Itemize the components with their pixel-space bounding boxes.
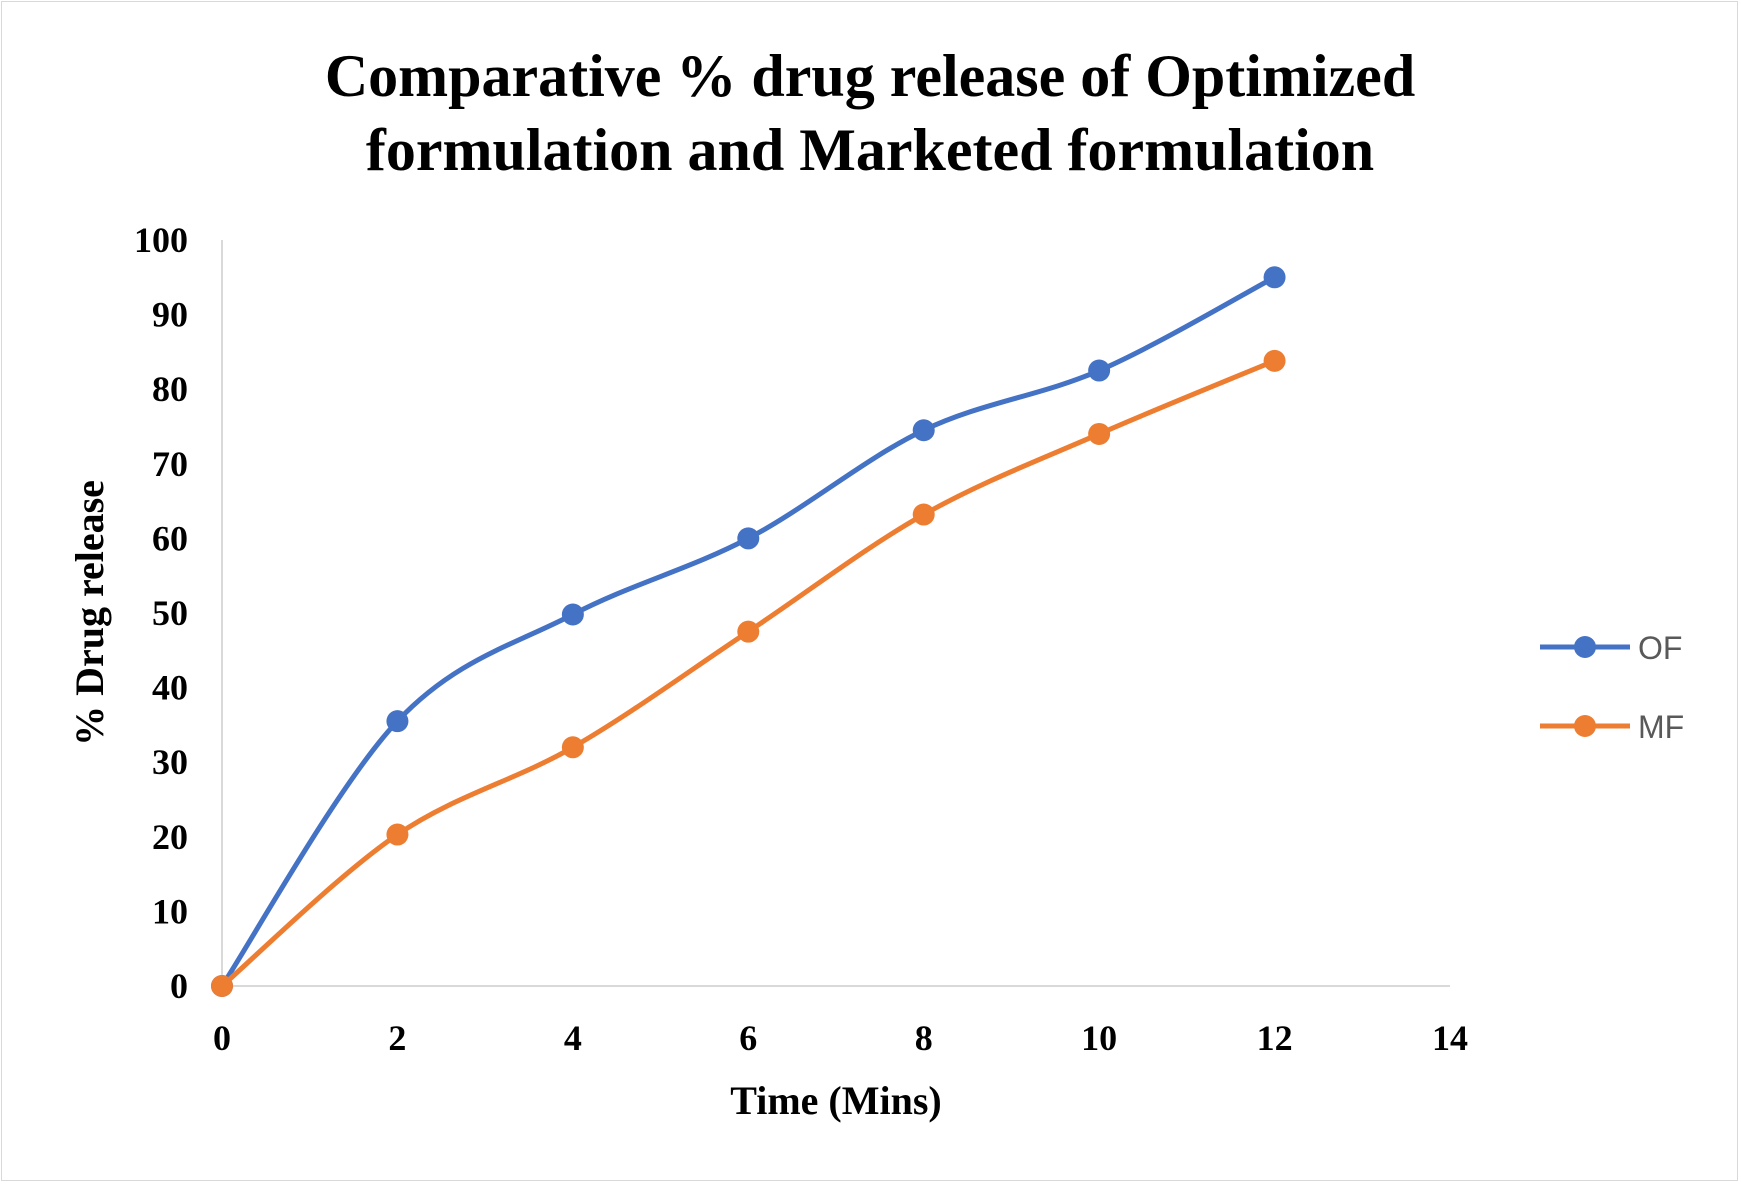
y-tick-label: 0 [170, 966, 188, 1006]
y-axis-ticks: 0 10 20 30 40 50 60 70 80 90 100 [134, 220, 188, 1006]
series-of [211, 266, 1286, 997]
y-tick-label: 50 [152, 593, 188, 633]
series-line [220, 358, 1276, 988]
x-tick-label: 8 [915, 1018, 933, 1058]
y-tick-label: 70 [152, 444, 188, 484]
data-point [1263, 349, 1286, 372]
data-point [737, 620, 760, 643]
y-tick-label: 60 [152, 518, 188, 558]
x-tick-label: 2 [388, 1018, 406, 1058]
x-axis-ticks: 0 2 4 6 8 10 12 14 [213, 1018, 1468, 1058]
data-point [386, 710, 409, 733]
data-point [561, 603, 584, 626]
data-point [211, 975, 233, 997]
x-tick-label: 6 [739, 1018, 757, 1058]
data-point [1088, 359, 1111, 382]
series-layer [211, 266, 1286, 997]
legend-swatch-marker [1574, 636, 1596, 658]
x-tick-label: 0 [213, 1018, 231, 1058]
data-point [737, 527, 760, 550]
x-tick-label: 4 [564, 1018, 582, 1058]
data-point [912, 503, 935, 526]
y-axis-title: % Drug release [67, 480, 112, 746]
y-tick-label: 20 [152, 817, 188, 857]
y-tick-label: 80 [152, 369, 188, 409]
legend-label: MF [1638, 709, 1684, 745]
x-tick-label: 14 [1432, 1018, 1468, 1058]
legend: OF MF [1540, 630, 1684, 745]
y-tick-label: 10 [152, 891, 188, 931]
y-tick-label: 100 [134, 220, 188, 260]
data-point [386, 823, 409, 846]
legend-label: OF [1638, 630, 1682, 666]
y-tick-label: 90 [152, 295, 188, 335]
x-tick-label: 10 [1081, 1018, 1117, 1058]
legend-item-of: OF [1540, 630, 1682, 666]
series-mf [211, 349, 1286, 997]
chart-title-line-2: formulation and Marketed formulation [366, 117, 1374, 183]
data-point [912, 419, 935, 442]
data-point [561, 736, 584, 759]
x-axis-title: Time (Mins) [730, 1078, 941, 1123]
legend-swatch-marker [1574, 715, 1596, 737]
legend-item-mf: MF [1540, 709, 1684, 745]
data-point [1263, 266, 1286, 289]
y-tick-label: 40 [152, 668, 188, 708]
y-tick-label: 30 [152, 742, 188, 782]
data-point [1088, 422, 1111, 445]
x-tick-label: 12 [1257, 1018, 1293, 1058]
chart-title-line-1: Comparative % drug release of Optimized [325, 43, 1415, 109]
